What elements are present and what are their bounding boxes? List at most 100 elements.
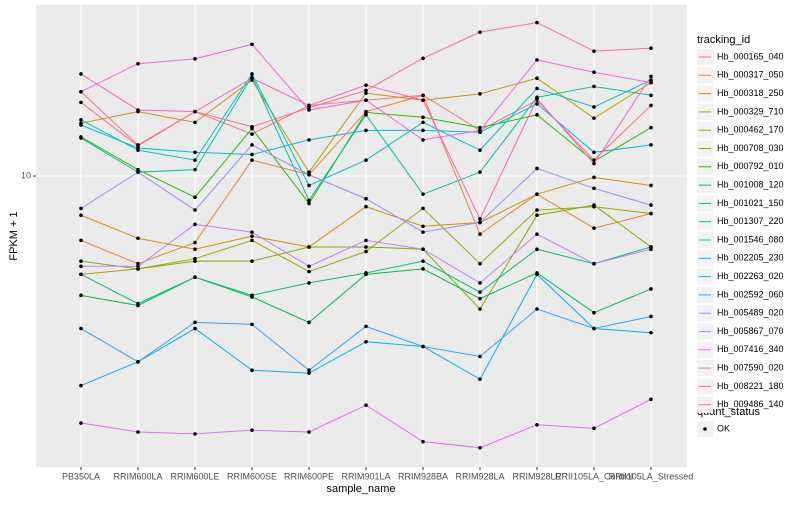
data-point xyxy=(364,83,368,87)
data-point xyxy=(193,167,197,172)
data-point xyxy=(535,247,539,252)
data-point xyxy=(250,368,254,373)
data-point xyxy=(535,96,539,101)
data-point xyxy=(364,324,368,329)
data-point xyxy=(649,125,653,130)
data-point xyxy=(79,272,83,277)
data-point xyxy=(421,98,425,103)
legend-label: Hb_002592_060 xyxy=(717,289,784,299)
data-point xyxy=(307,430,311,434)
data-point xyxy=(592,175,596,180)
data-point xyxy=(478,354,482,359)
data-point xyxy=(478,148,482,152)
data-point xyxy=(592,70,596,75)
data-point xyxy=(136,267,140,271)
data-point xyxy=(421,247,425,252)
data-point xyxy=(421,230,425,234)
data-point xyxy=(421,138,425,142)
data-point xyxy=(250,259,254,263)
data-point xyxy=(193,320,197,325)
data-point xyxy=(79,206,83,211)
data-point xyxy=(421,206,425,211)
data-point xyxy=(79,136,83,140)
data-point xyxy=(193,247,197,252)
data-point xyxy=(136,170,140,174)
data-point xyxy=(421,267,425,271)
data-point xyxy=(250,124,254,129)
data-point xyxy=(535,58,539,62)
legend-label: Hb_001546_080 xyxy=(717,234,784,244)
data-point xyxy=(592,326,596,331)
legend-label: Hb_000317_050 xyxy=(717,70,784,80)
legend-label: Hb_000165_040 xyxy=(717,51,784,61)
data-point xyxy=(193,120,197,125)
data-point xyxy=(592,49,596,53)
x-tick-label: RRIM928LE xyxy=(512,471,561,481)
data-point xyxy=(364,98,368,103)
data-point xyxy=(79,238,83,243)
data-point xyxy=(364,91,368,95)
data-point xyxy=(79,123,83,127)
x-tick-label: RRIM600PE xyxy=(284,471,334,481)
data-point xyxy=(307,269,311,274)
data-point xyxy=(364,403,368,408)
data-point xyxy=(136,264,140,269)
legend-label: Hb_002263_020 xyxy=(717,271,784,281)
data-point xyxy=(592,186,596,191)
data-point xyxy=(649,330,653,335)
data-point xyxy=(193,222,197,227)
data-point xyxy=(649,203,653,207)
data-point xyxy=(307,198,311,203)
y-axis-label: FPKM + 1 xyxy=(8,211,20,260)
data-point xyxy=(649,247,653,252)
data-point xyxy=(535,20,539,25)
data-point xyxy=(364,158,368,162)
data-point xyxy=(136,261,140,266)
data-point xyxy=(307,245,311,249)
data-point xyxy=(649,103,653,108)
data-point xyxy=(649,397,653,402)
data-point xyxy=(649,93,653,98)
data-point xyxy=(535,86,539,91)
legend-label: Hb_005867_070 xyxy=(717,326,784,336)
data-point xyxy=(250,152,254,157)
data-point xyxy=(136,143,140,147)
y-tick-label: 10 xyxy=(21,170,31,180)
data-point xyxy=(250,132,254,136)
data-point xyxy=(193,57,197,61)
data-point xyxy=(364,196,368,201)
data-point xyxy=(79,72,83,76)
data-point xyxy=(649,80,653,85)
data-point xyxy=(535,232,539,236)
legend-label: Hb_008221_180 xyxy=(717,381,784,391)
data-point xyxy=(136,430,140,434)
data-point xyxy=(649,78,653,82)
data-point xyxy=(478,128,482,133)
data-point xyxy=(193,256,197,261)
legend-label: Hb_009486_140 xyxy=(717,399,784,409)
data-point xyxy=(250,238,254,243)
data-point xyxy=(250,72,254,76)
data-point xyxy=(421,93,425,98)
data-point xyxy=(421,115,425,120)
data-point xyxy=(478,170,482,174)
data-point xyxy=(79,100,83,105)
data-point xyxy=(592,310,596,315)
data-point xyxy=(136,61,140,66)
data-point xyxy=(478,296,482,301)
data-point xyxy=(649,143,653,147)
data-point xyxy=(535,76,539,81)
data-point xyxy=(364,245,368,249)
data-point xyxy=(136,167,140,172)
data-point xyxy=(307,201,311,206)
data-point xyxy=(364,339,368,344)
data-point xyxy=(535,272,539,277)
data-point xyxy=(478,261,482,266)
data-point xyxy=(79,118,83,122)
legend-label: Hb_000462_170 xyxy=(717,125,784,135)
data-point xyxy=(250,230,254,234)
data-point xyxy=(478,290,482,294)
x-tick-label: RRIM901LA xyxy=(341,471,390,481)
data-point xyxy=(592,150,596,155)
legend-label: Hb_007416_340 xyxy=(717,344,784,354)
